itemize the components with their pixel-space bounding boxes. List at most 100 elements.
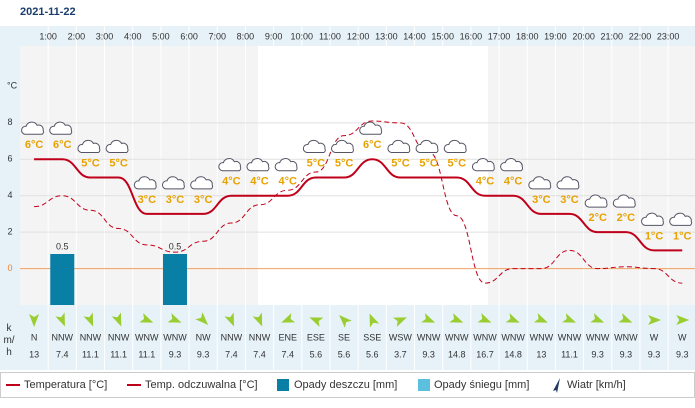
cloud: [161, 176, 185, 190]
arrow: [111, 312, 122, 327]
arrow: [29, 314, 40, 327]
arrow: [281, 313, 296, 323]
arrow: [195, 312, 209, 325]
date-title: 2021-11-22: [20, 6, 76, 18]
cloud: [105, 139, 129, 153]
wind-speed: 9.3: [197, 349, 210, 359]
temperature-label: 3°C: [166, 194, 185, 206]
wind-direction: NNW: [52, 332, 74, 342]
wind-arrow: [369, 313, 380, 328]
wind-speed: 9.3: [169, 349, 182, 359]
wind-speed: 16.7: [476, 349, 494, 359]
arrow: [562, 313, 576, 323]
wind-arrow: [309, 317, 324, 327]
arrow: [533, 313, 548, 323]
hour-label: 15:00: [431, 31, 454, 41]
rain-label: 0.5: [169, 241, 182, 251]
wind-speed: 9.3: [591, 349, 604, 359]
wind-direction: WNW: [473, 332, 497, 342]
cloud: [331, 139, 354, 153]
weather-icon: [471, 158, 495, 172]
cloud: [190, 176, 214, 190]
wind-direction: W: [650, 332, 659, 342]
wind-direction: WSW: [389, 332, 412, 342]
arrow: [392, 317, 407, 327]
arrow: [83, 312, 94, 327]
day-bg: [258, 46, 488, 305]
wind-arrow: [224, 312, 235, 327]
feels-like-line: [34, 120, 683, 284]
cloud: [49, 121, 73, 135]
wind-speed: 7.4: [281, 349, 294, 359]
y-tick-label: 4: [7, 190, 12, 200]
arrow: [590, 313, 605, 323]
wind-arrow: [55, 312, 65, 327]
hour-label: 14:00: [403, 31, 426, 41]
wind-arrow: [339, 315, 352, 328]
weather-icon: [641, 212, 664, 226]
hour-label: 12:00: [347, 31, 370, 41]
cloud: [641, 212, 664, 226]
wind-arrow: [195, 312, 209, 325]
legend-swatch: [418, 379, 430, 391]
temperature-label: 3°C: [560, 194, 579, 206]
temperature-label: 6°C: [363, 139, 382, 151]
legend-label: Opady deszczu [mm]: [294, 379, 397, 391]
arrow: [224, 312, 235, 327]
wind-arrow: [139, 313, 154, 323]
hour-label: 22:00: [629, 31, 652, 41]
wind-direction: NW: [196, 332, 211, 342]
y-tick-label: 0: [7, 263, 12, 273]
arrow: [648, 315, 662, 325]
temperature-label: 1°C: [673, 230, 692, 242]
hour-label: 13:00: [375, 31, 398, 41]
cloud: [21, 121, 44, 135]
cloud: [77, 139, 101, 153]
wind-speed: 13: [536, 349, 546, 359]
wind-direction: NNW: [249, 332, 271, 342]
wind-speed: 5.6: [338, 349, 351, 359]
hour-label: 17:00: [488, 31, 511, 41]
weather-icon: [556, 176, 580, 190]
wind-speed: 5.6: [310, 349, 323, 359]
hour-label: 1:00: [39, 31, 57, 41]
wind-speed: 11.1: [82, 349, 99, 359]
wind-arrow: [281, 313, 296, 323]
wind-arrow: [562, 313, 576, 323]
weather-icon: [528, 176, 552, 190]
hour-label: 3:00: [96, 31, 114, 41]
temperature-label: 5°C: [109, 157, 128, 169]
wind-speed: 7.4: [225, 349, 238, 359]
wind-speed: 14.8: [504, 349, 522, 359]
arrow: [139, 313, 154, 323]
temperature-label: 5°C: [419, 157, 438, 169]
arrow: [252, 312, 263, 327]
temperature-label: 5°C: [81, 157, 100, 169]
arrow: [421, 313, 436, 323]
rain-bar: [50, 254, 75, 305]
wind-direction: WNW: [501, 332, 525, 342]
hour-label: 2:00: [68, 31, 86, 41]
wind-direction: WNW: [163, 332, 187, 342]
wind-speed: 13: [29, 349, 39, 359]
temperature-label: 5°C: [335, 157, 354, 169]
temperature-label: 6°C: [53, 139, 72, 151]
weather-icon: [21, 121, 44, 135]
legend-label: Temp. odczuwalna [°C]: [145, 379, 258, 391]
legend-label: Wiatr [km/h]: [567, 379, 626, 391]
hour-label: 7:00: [208, 31, 226, 41]
wind-speed: 9.3: [422, 349, 435, 359]
rain-label: 0.5: [56, 241, 69, 251]
hour-label: 8:00: [237, 31, 255, 41]
temperature-label: 2°C: [617, 212, 636, 224]
weather-icon: [331, 139, 354, 153]
hour-label: 5:00: [152, 31, 170, 41]
wind-direction: ESE: [307, 332, 325, 342]
wind-arrow: [590, 313, 605, 323]
wind-speed: 9.3: [620, 349, 633, 359]
wind-unit: km/h: [3, 323, 15, 358]
wind-direction: N: [31, 332, 38, 342]
weather-icon: [190, 176, 214, 190]
cloud: [528, 176, 552, 190]
